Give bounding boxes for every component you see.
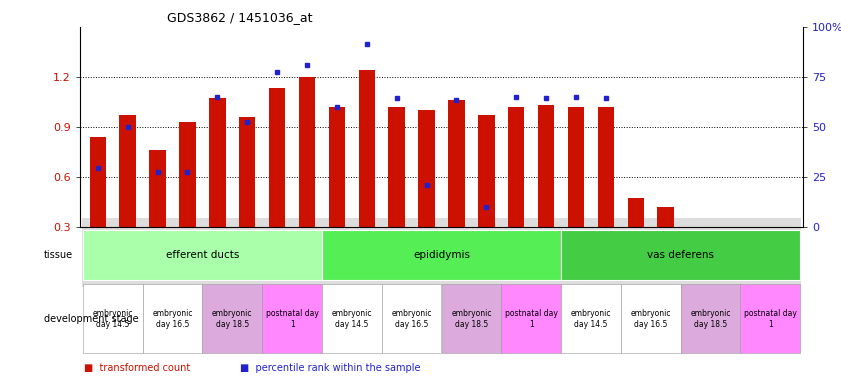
Bar [717,227,733,240]
Bar [239,117,256,227]
Bar [561,284,621,353]
Bar [479,115,495,227]
Text: embryonic
day 14.5: embryonic day 14.5 [93,309,133,329]
Bar [329,107,345,227]
Bar [262,284,322,353]
Bar [538,105,554,227]
Bar [179,122,196,227]
Text: postnatal day
1: postnatal day 1 [266,309,319,329]
Bar [568,107,584,227]
Bar [442,284,501,353]
Bar [150,150,166,227]
Bar [389,107,405,227]
Bar [621,284,680,353]
Bar [680,284,740,353]
Text: vas deferens: vas deferens [647,250,714,260]
Text: epididymis: epididymis [413,250,470,260]
Text: GDS3862 / 1451036_at: GDS3862 / 1451036_at [167,11,312,24]
Bar [203,284,262,353]
Bar [740,284,800,353]
Bar [448,100,465,227]
Bar [382,284,442,353]
Text: development stage: development stage [44,314,139,324]
Bar [358,70,375,227]
Bar [418,110,435,227]
Bar [777,227,793,243]
Text: tissue: tissue [44,250,73,260]
Bar [658,207,674,227]
Bar [598,107,614,227]
Text: embryonic
day 14.5: embryonic day 14.5 [571,309,611,329]
Bar [627,198,644,227]
Bar [508,107,525,227]
Text: embryonic
day 18.5: embryonic day 18.5 [451,309,492,329]
Text: embryonic
day 16.5: embryonic day 16.5 [152,309,193,329]
Bar [83,284,143,353]
Text: postnatal day
1: postnatal day 1 [743,309,796,329]
Text: embryonic
day 16.5: embryonic day 16.5 [391,309,432,329]
Bar [687,227,704,247]
Text: efferent ducts: efferent ducts [166,250,239,260]
Bar [269,88,285,227]
Bar [501,284,561,353]
Bar [322,284,382,353]
Bar [143,284,203,353]
Text: ■  percentile rank within the sample: ■ percentile rank within the sample [240,363,420,373]
Bar [747,227,764,243]
Bar [83,230,322,280]
Text: embryonic
day 16.5: embryonic day 16.5 [631,309,671,329]
Bar [322,230,561,280]
Text: postnatal day
1: postnatal day 1 [505,309,558,329]
Text: ■  transformed count: ■ transformed count [84,363,190,373]
Text: embryonic
day 18.5: embryonic day 18.5 [690,309,731,329]
Text: embryonic
day 18.5: embryonic day 18.5 [212,309,252,329]
Bar [299,77,315,227]
Bar [119,115,136,227]
Bar [90,137,106,227]
Text: embryonic
day 14.5: embryonic day 14.5 [331,309,372,329]
Bar [209,98,225,227]
Bar [561,230,800,280]
